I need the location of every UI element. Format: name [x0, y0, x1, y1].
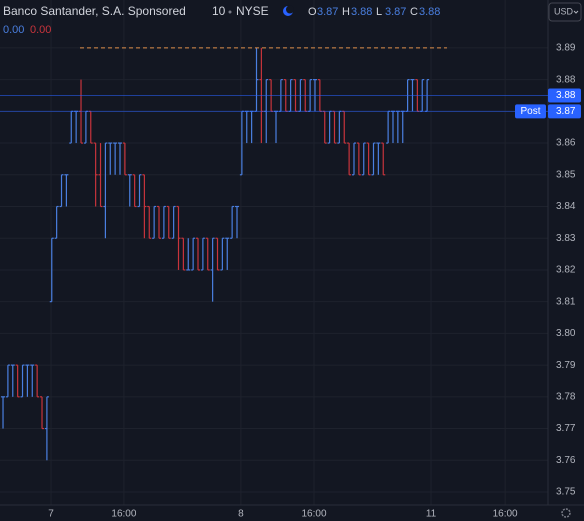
post-tag: Post	[520, 106, 540, 117]
interval[interactable]: 10	[212, 4, 226, 18]
x-tick-label: 7	[48, 509, 54, 520]
ohlc-value: 3.88	[351, 6, 372, 18]
y-tick-label: 3.81	[556, 296, 576, 307]
exchange: NYSE	[236, 4, 269, 18]
x-tick-label: 16:00	[493, 509, 518, 520]
change-value: 0.00	[30, 24, 51, 36]
change-value: 0.00	[3, 24, 24, 36]
ohlc-value: 3.88	[419, 6, 440, 18]
ohlc-value: 3.87	[385, 6, 406, 18]
ohlc-label: C	[410, 6, 418, 18]
y-tick-label: 3.76	[556, 455, 576, 466]
session-icon-cut	[286, 5, 294, 14]
y-tick-label: 3.78	[556, 391, 576, 402]
x-tick-label: 8	[238, 509, 244, 520]
y-tick-label: 3.89	[556, 43, 576, 54]
price-label: 3.87	[556, 106, 576, 117]
y-tick-label: 3.85	[556, 169, 576, 180]
ohlc-label: H	[342, 6, 350, 18]
y-tick-label: 3.88	[556, 74, 576, 85]
x-tick-label: 16:00	[302, 509, 327, 520]
ohlc-label: O	[308, 6, 317, 18]
currency[interactable]: USD	[554, 6, 574, 16]
bars	[1, 47, 430, 461]
settings-icon[interactable]	[561, 508, 571, 518]
price-label: 3.88	[556, 90, 576, 101]
currency-button[interactable]	[548, 2, 582, 22]
x-tick-label: 16:00	[111, 509, 136, 520]
y-tick-label: 3.83	[556, 233, 576, 244]
y-tick-label: 3.84	[556, 201, 576, 212]
ohlc-label: L	[376, 6, 382, 18]
y-tick-label: 3.82	[556, 265, 576, 276]
y-tick-label: 3.79	[556, 360, 576, 371]
y-tick-label: 3.75	[556, 487, 576, 498]
post-tag-box	[515, 104, 546, 119]
price-label-box	[548, 88, 581, 103]
separator	[228, 10, 232, 14]
currency-caret	[573, 10, 579, 14]
y-tick-label: 3.77	[556, 423, 576, 434]
ohlc-value: 3.87	[317, 6, 338, 18]
y-tick-label: 3.80	[556, 328, 576, 339]
price-label-box	[548, 104, 581, 119]
y-tick-label: 3.86	[556, 138, 576, 149]
x-tick-label: 11	[426, 509, 437, 520]
symbol-title[interactable]: Banco Santander, S.A. Sponsored	[3, 4, 186, 18]
